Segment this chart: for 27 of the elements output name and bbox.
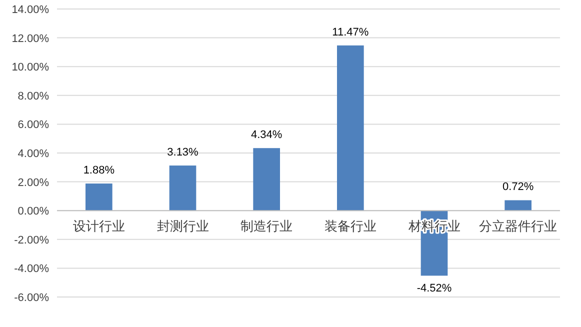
x-tick-label: 设计行业 (72, 218, 125, 234)
data-label: 0.72% (502, 181, 534, 194)
data-label: -4.52% (416, 282, 452, 295)
bar (86, 184, 112, 211)
bar (169, 166, 196, 211)
x-tick-label: 制造行业 (240, 218, 293, 234)
bar (504, 200, 532, 211)
y-tick-label: 12.00% (12, 32, 50, 45)
y-tick-label: 6.00% (18, 119, 50, 132)
y-tick-label: 0.00% (18, 206, 50, 218)
y-tick-label: -2.00% (14, 234, 50, 246)
y-tick-label: 14.00% (12, 4, 50, 16)
bar (337, 45, 364, 211)
y-tick-label: 2.00% (18, 176, 50, 189)
x-tick-label: 分立器件行业 (479, 218, 558, 234)
y-tick-label: -4.00% (14, 263, 50, 276)
y-tick-label: 10.00% (12, 62, 50, 74)
x-tick-label: 封测行业 (156, 218, 209, 234)
bar (253, 148, 280, 211)
data-label: 3.13% (167, 146, 199, 159)
x-tick-label: 装备行业 (324, 218, 376, 234)
y-tick-label: 4.00% (18, 148, 50, 160)
y-tick-label: -6.00% (14, 292, 50, 304)
data-label: 1.88% (83, 164, 115, 177)
data-label: 4.34% (250, 129, 282, 142)
data-label: 11.47% (332, 26, 369, 38)
y-tick-label: 8.00% (18, 90, 50, 102)
